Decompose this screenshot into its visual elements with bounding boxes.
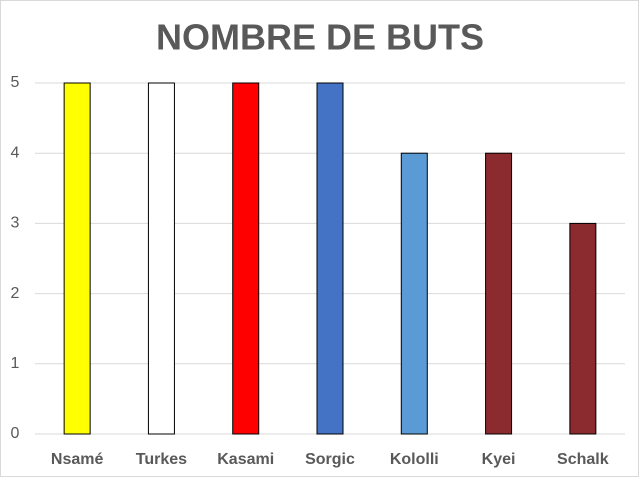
y-tick-label: 1 xyxy=(11,355,20,372)
y-tick-label: 0 xyxy=(11,425,20,442)
chart-title: NOMBRE DE BUTS xyxy=(156,17,484,58)
bar xyxy=(232,82,260,435)
bar xyxy=(316,82,344,435)
bar xyxy=(147,82,175,435)
y-tick-label: 4 xyxy=(11,144,20,161)
x-tick-label: Kololli xyxy=(390,451,439,468)
x-tick-label: Turkes xyxy=(136,451,187,468)
x-tick-label: Schalk xyxy=(557,451,609,468)
bar xyxy=(485,152,513,435)
bar xyxy=(63,82,91,435)
y-tick-label: 3 xyxy=(11,215,20,232)
bar xyxy=(569,222,597,435)
y-tick-label: 5 xyxy=(11,74,20,91)
x-tick-label: Sorgic xyxy=(305,451,355,468)
x-tick-label: Kasami xyxy=(217,451,274,468)
x-tick-label: Kyei xyxy=(482,451,516,468)
y-tick-label: 2 xyxy=(11,285,20,302)
x-tick-label: Nsamé xyxy=(51,451,104,468)
bar xyxy=(400,152,428,435)
